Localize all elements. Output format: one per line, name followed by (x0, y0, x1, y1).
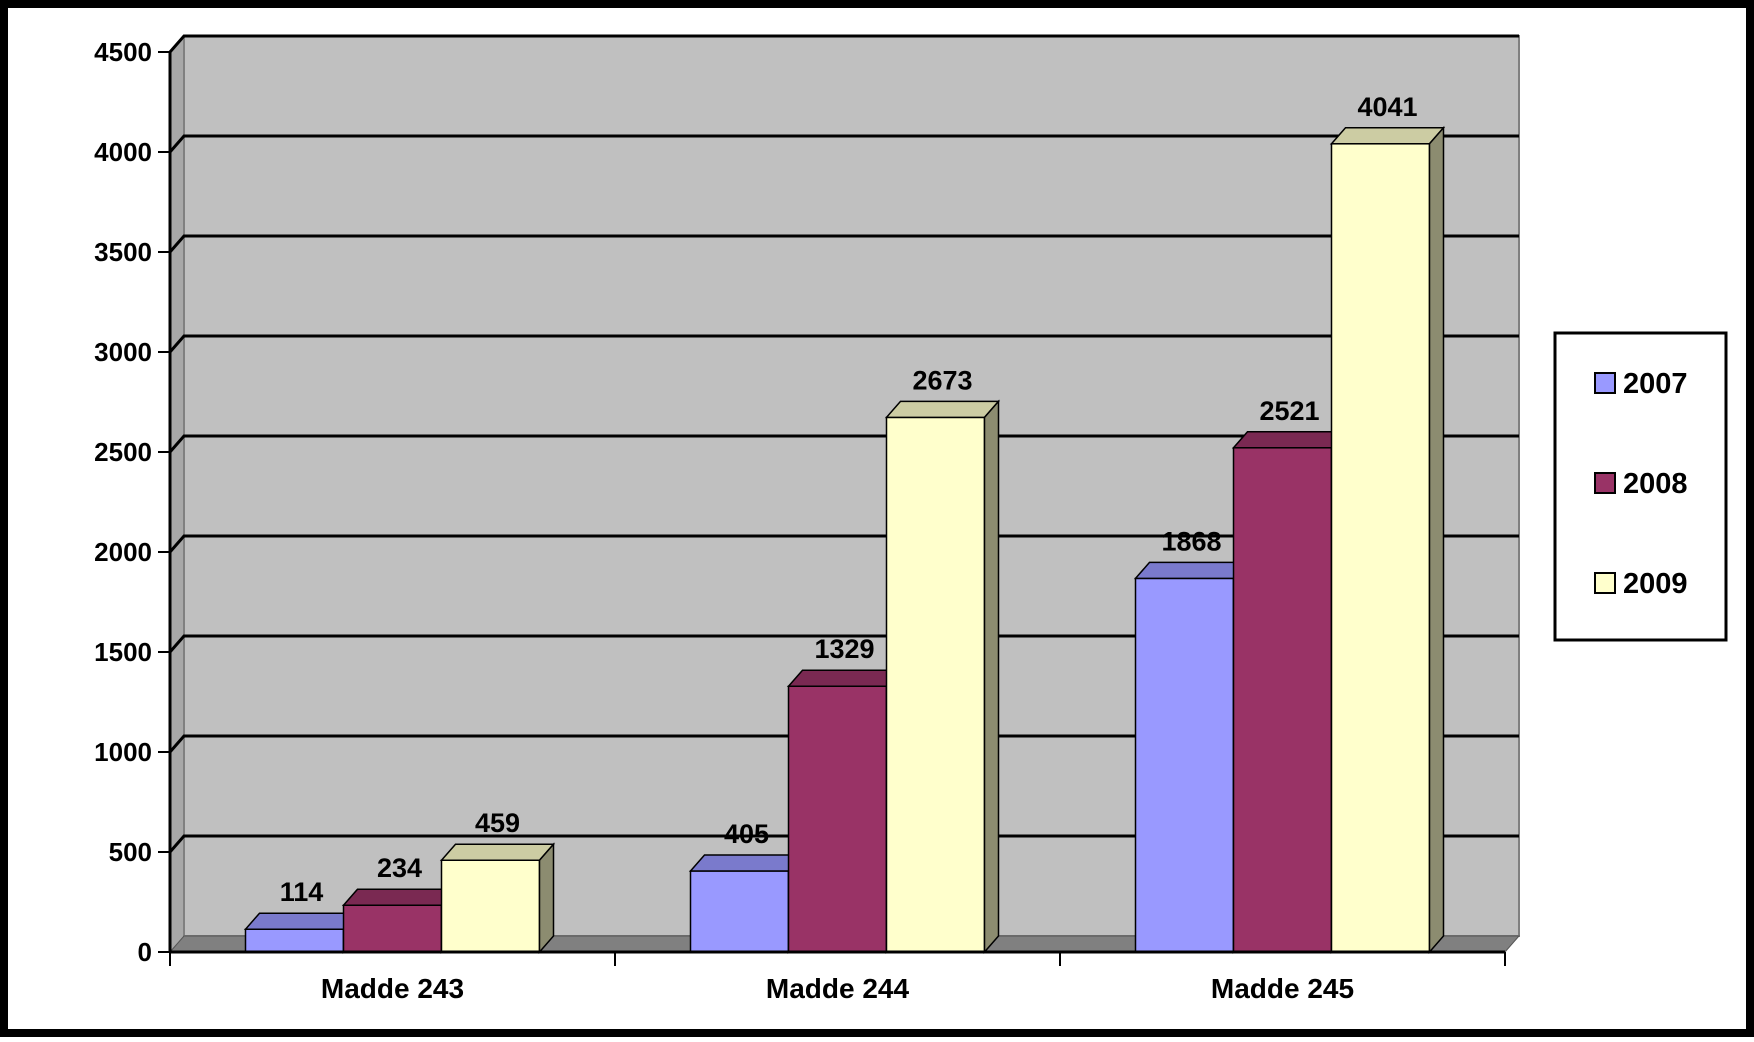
bar-side-2009-0 (538, 842, 555, 954)
x-axis: Madde 243 Madde 244 Madde 245 (169, 950, 1506, 1004)
y-tick-label: 0 (138, 937, 152, 967)
bar-2008-1 (787, 685, 888, 953)
gridline (168, 534, 1519, 553)
x-tick-label: Madde 244 (766, 973, 910, 1004)
y-tick-label: 4500 (94, 37, 152, 67)
bar-top-2009-0 (439, 843, 556, 861)
bar-2009-1 (885, 416, 986, 953)
bar-2007-2 (1134, 577, 1235, 953)
bar-2007-0 (244, 928, 345, 953)
bar-top-2007-0 (243, 912, 360, 930)
gridline (168, 634, 1519, 653)
bar-top-2009-1 (884, 400, 1001, 419)
data-label: 114 (280, 877, 324, 907)
legend-label-2008: 2008 (1623, 468, 1688, 500)
gridline (168, 234, 1519, 253)
y-tick-label: 500 (109, 837, 152, 867)
data-labels: 114 234 459 405 1329 2673 1868 2521 4041 (280, 92, 1418, 907)
y-tick-label: 1500 (94, 637, 152, 667)
bar-top-2008-0 (341, 888, 458, 906)
bar-2009-2 (1330, 143, 1431, 953)
gridline (168, 734, 1519, 753)
bar-side-2009-2 (1428, 125, 1445, 954)
gridline (168, 434, 1519, 453)
bar-top-2007-2 (1133, 561, 1250, 580)
y-tick-label: 3500 (94, 237, 152, 267)
legend-swatch-2007 (1594, 372, 1616, 394)
plot-side-wall (170, 36, 184, 952)
bar-top-2008-1 (786, 669, 903, 687)
y-axis: 0 500 1000 1500 2000 2500 3000 3500 4000 4500 (94, 37, 172, 967)
data-label: 1868 (1161, 526, 1221, 556)
gridlines (168, 34, 1519, 853)
y-tick-label: 3000 (94, 337, 152, 367)
data-label: 2673 (912, 365, 972, 395)
y-tick-label: 4000 (94, 137, 152, 167)
legend-swatch-2009 (1594, 572, 1616, 594)
x-tick-label: Madde 243 (321, 973, 464, 1004)
gridline (168, 34, 1519, 53)
bar-top-2007-1 (688, 854, 805, 872)
gridline (168, 134, 1519, 153)
gridline (168, 334, 1519, 353)
legend-box (1553, 331, 1728, 642)
y-tick-label: 2000 (94, 537, 152, 567)
x-tick-label: Madde 245 (1211, 973, 1354, 1004)
bar-top-2008-2 (1231, 431, 1348, 449)
bar-2008-0 (342, 904, 443, 953)
legend-swatch-2008 (1594, 472, 1616, 494)
data-label: 1329 (814, 634, 874, 664)
gridline (168, 834, 1519, 853)
legend-label-2009: 2009 (1623, 568, 1688, 600)
data-label: 459 (475, 808, 520, 838)
bar-2009-0 (440, 859, 541, 953)
bar-2007-1 (689, 870, 790, 953)
bar-top-2009-2 (1329, 127, 1446, 145)
data-label: 405 (724, 819, 769, 849)
legend-label-2007: 2007 (1623, 368, 1688, 400)
bars (243, 125, 1446, 954)
data-label: 2521 (1259, 396, 1319, 426)
bar-2008-2 (1232, 447, 1333, 953)
bar-side-2009-1 (983, 399, 1000, 954)
data-label: 4041 (1357, 92, 1417, 122)
data-label: 234 (377, 853, 422, 883)
y-tick-label: 2500 (94, 437, 152, 467)
y-tick-label: 1000 (94, 737, 152, 767)
legend: 2007 2008 2009 (1553, 331, 1728, 642)
